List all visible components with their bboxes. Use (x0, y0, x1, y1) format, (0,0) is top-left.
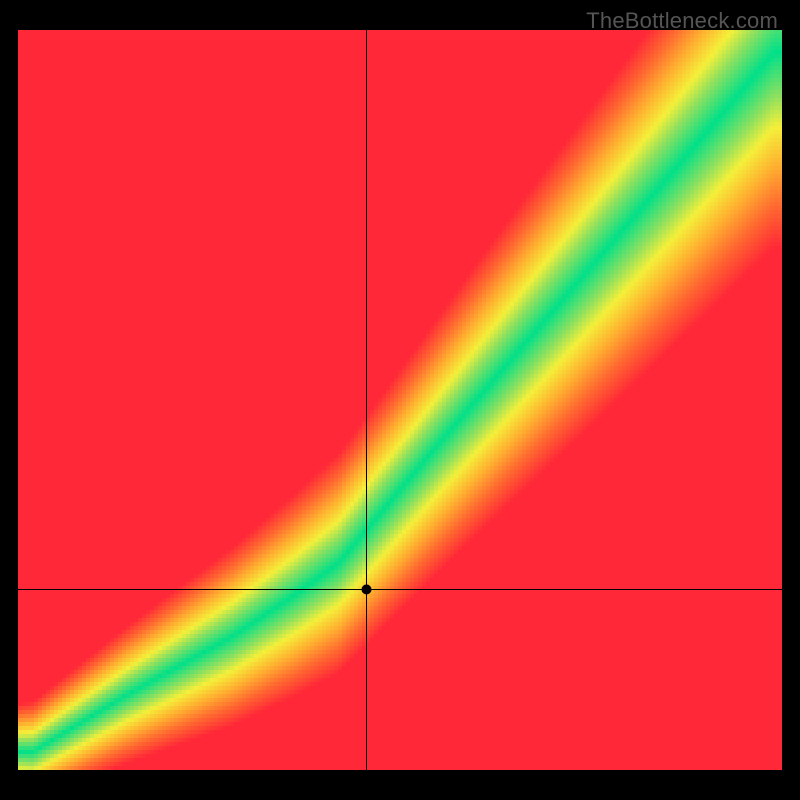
bottleneck-heatmap (18, 30, 782, 770)
watermark-text: TheBottleneck.com (586, 8, 778, 34)
heatmap-canvas (18, 30, 782, 770)
